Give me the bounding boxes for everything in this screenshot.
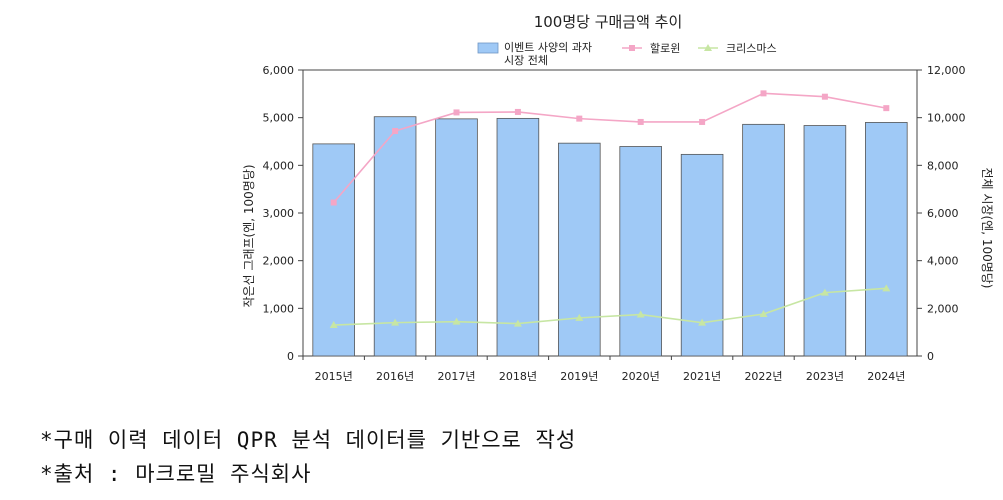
bar xyxy=(742,123,785,357)
left-tick-label: 1,000 xyxy=(263,302,295,315)
point xyxy=(820,288,829,296)
x-tick-label: 2020년 xyxy=(622,370,660,383)
point xyxy=(330,199,337,206)
x-tick-label: 2015년 xyxy=(315,370,353,383)
x-tick-label: 2021년 xyxy=(683,370,721,383)
point xyxy=(637,118,644,125)
right-axis: 0 2,000 4,000 6,000 8,000 10,000 12,000 xyxy=(917,64,966,363)
legend-swatch-halloween-marker xyxy=(629,45,635,51)
bar xyxy=(496,117,540,357)
point xyxy=(636,310,645,318)
x-tick-label: 2018년 xyxy=(499,370,537,383)
point xyxy=(576,115,583,122)
footnote-method: *구매 이력 데이터 QPR 분석 데이터를 기반으로 작성 xyxy=(40,428,577,452)
point xyxy=(391,318,400,326)
right-tick-label: 0 xyxy=(927,350,934,363)
series-line xyxy=(333,287,887,326)
chart: 100명당 구매금액 추이 이벤트 사양의 과자 시장 전체 할로윈 크리스마스… xyxy=(242,13,994,383)
right-tick-label: 4,000 xyxy=(927,255,959,268)
series-line xyxy=(333,92,887,204)
point xyxy=(514,108,521,115)
x-tick-label: 2024년 xyxy=(867,370,905,383)
legend-label-bar-line2: 시장 전체 xyxy=(504,54,548,67)
point xyxy=(760,90,767,97)
left-tick-label: 5,000 xyxy=(263,112,295,125)
bar xyxy=(680,153,724,357)
bar xyxy=(435,118,478,357)
chart-title: 100명당 구매금액 추이 xyxy=(534,13,683,31)
point xyxy=(883,105,890,112)
legend-swatch-bar xyxy=(477,42,499,54)
legend-swatch-christmas-marker xyxy=(704,44,712,51)
bar xyxy=(865,122,908,357)
bar xyxy=(619,146,662,357)
right-tick-label: 6,000 xyxy=(927,207,959,220)
x-tick-label: 2016년 xyxy=(376,370,414,383)
point xyxy=(882,284,891,292)
left-tick-label: 0 xyxy=(287,350,294,363)
bar xyxy=(312,143,355,357)
footnote-source: *출처 : 마크로밀 주식회사 xyxy=(40,462,312,486)
x-tick-label: 2022년 xyxy=(744,370,782,383)
legend-label-bar-line1: 이벤트 사양의 과자 xyxy=(504,41,592,54)
right-tick-label: 8,000 xyxy=(927,159,959,172)
right-tick-label: 12,000 xyxy=(927,64,966,77)
right-tick-label: 10,000 xyxy=(927,112,966,125)
bar xyxy=(373,116,417,357)
left-tick-label: 3,000 xyxy=(263,207,295,220)
left-tick-label: 4,000 xyxy=(263,159,295,172)
point xyxy=(392,128,399,135)
x-tick-label: 2019년 xyxy=(560,370,598,383)
point xyxy=(575,313,584,321)
x-tick-label: 2023년 xyxy=(806,370,844,383)
legend-label-christmas: 크리스마스 xyxy=(726,42,777,55)
bar-series xyxy=(312,116,908,357)
left-tick-label: 2,000 xyxy=(263,255,295,268)
point xyxy=(699,118,706,125)
legend-label-halloween: 할로윈 xyxy=(650,41,680,55)
point xyxy=(821,93,828,100)
point xyxy=(453,109,460,116)
left-axis: 0 1,000 2,000 3,000 4,000 5,000 6,000 xyxy=(263,64,303,363)
line-series xyxy=(329,90,891,329)
right-tick-label: 2,000 xyxy=(927,302,959,315)
point xyxy=(759,310,768,318)
y-right-label: 전체 시장(엔, 100명당) xyxy=(980,168,994,289)
point xyxy=(513,319,522,327)
x-axis: 2015년 2016년 2017년 2018년 2019년 2020년 2021년 2022년… xyxy=(302,356,905,383)
y-left-label: 작은선 그래프(엔, 100명당) xyxy=(242,164,256,307)
point xyxy=(329,321,338,329)
left-tick-label: 6,000 xyxy=(263,64,295,77)
point xyxy=(698,318,707,326)
x-tick-label: 2017년 xyxy=(437,370,475,383)
bar xyxy=(803,125,847,357)
bar xyxy=(558,142,601,357)
point xyxy=(452,317,461,325)
legend: 이벤트 사양의 과자 시장 전체 할로윈 크리스마스 xyxy=(477,41,777,67)
